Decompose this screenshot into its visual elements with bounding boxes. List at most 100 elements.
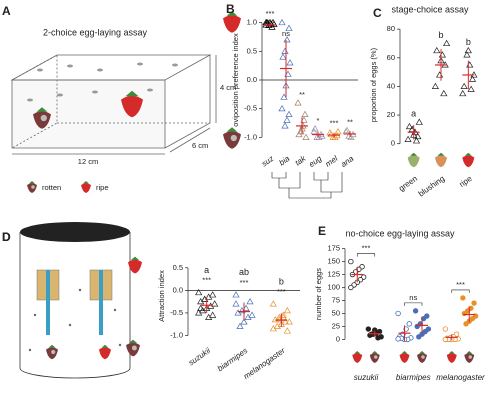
data-point bbox=[431, 82, 440, 89]
strawberry-leaf bbox=[419, 351, 425, 354]
data-point bbox=[295, 130, 303, 138]
panel-title: 2-choice egg-laying assay bbox=[43, 27, 148, 37]
y-tick-label: -1.0 bbox=[244, 132, 257, 141]
y-tick-label: 20 bbox=[387, 110, 395, 119]
strawberry-icon bbox=[399, 353, 410, 363]
data-point bbox=[285, 318, 293, 325]
significance: ** bbox=[347, 117, 353, 126]
data-point bbox=[463, 51, 471, 58]
strawberry-icon bbox=[435, 155, 447, 168]
strawberry-leaf bbox=[226, 11, 238, 16]
y-tick-label: 60 bbox=[387, 53, 395, 62]
data-point bbox=[395, 336, 401, 342]
data-point bbox=[442, 326, 449, 332]
data-point bbox=[278, 104, 286, 112]
data-point bbox=[234, 309, 242, 316]
strawberry-icon bbox=[223, 15, 241, 33]
data-point bbox=[195, 309, 203, 316]
significance: *** bbox=[362, 244, 371, 253]
data-point bbox=[442, 336, 449, 343]
data-point bbox=[279, 53, 287, 60]
data-point bbox=[433, 46, 441, 54]
y-tick-label: 100 bbox=[327, 282, 340, 291]
strawberry-leaf bbox=[226, 127, 238, 132]
strawberry-leaf bbox=[29, 181, 35, 184]
strawberry-icon bbox=[352, 353, 363, 363]
data-point bbox=[348, 284, 354, 291]
y-tick-label: 0 bbox=[336, 334, 340, 343]
significance: a bbox=[411, 109, 416, 119]
significance: ns bbox=[282, 29, 290, 38]
data-point bbox=[302, 133, 310, 140]
strawberry-leaf bbox=[410, 152, 418, 156]
data-point bbox=[318, 132, 326, 139]
significance: *** bbox=[330, 119, 339, 128]
legend-label: rotten bbox=[42, 183, 61, 192]
data-point bbox=[404, 135, 412, 142]
strawberry-leaf bbox=[464, 152, 472, 156]
y-tick-label: 0.5 bbox=[173, 263, 183, 272]
data-point bbox=[334, 127, 342, 135]
x-tick-label: suzukii bbox=[354, 373, 379, 382]
y-tick-label: 175 bbox=[327, 244, 340, 253]
data-point bbox=[244, 313, 252, 320]
data-point bbox=[269, 325, 277, 332]
data-point bbox=[246, 297, 254, 305]
data-point bbox=[301, 110, 309, 117]
significance: *** bbox=[456, 280, 465, 289]
x-tick-label: ana bbox=[339, 154, 356, 169]
data-point bbox=[211, 300, 219, 307]
significance: *** bbox=[240, 278, 249, 287]
data-point bbox=[365, 326, 372, 332]
data-point bbox=[347, 133, 355, 140]
chart-title: no-choice egg-laying assay bbox=[345, 228, 455, 238]
y-tick-label: 150 bbox=[327, 257, 340, 266]
data-point bbox=[205, 313, 213, 320]
group-letter: b bbox=[279, 276, 284, 286]
x-tick-label: biarmipes bbox=[216, 346, 250, 373]
y-tick-label: 40 bbox=[387, 81, 395, 90]
strawberry-leaf bbox=[371, 351, 378, 354]
data-point bbox=[197, 304, 205, 311]
y-tick-label: 0.0 bbox=[247, 75, 257, 84]
data-point bbox=[435, 71, 444, 78]
data-point bbox=[460, 82, 468, 89]
data-point bbox=[209, 311, 217, 318]
data-point bbox=[326, 129, 334, 136]
x-tick-label: blushing bbox=[417, 174, 447, 198]
mold bbox=[131, 345, 137, 351]
y-tick-label: 50 bbox=[332, 308, 340, 317]
strawberry-icon bbox=[128, 259, 142, 274]
significance: *** bbox=[277, 287, 286, 296]
data-point bbox=[464, 46, 472, 54]
strawberry-icon bbox=[121, 95, 143, 118]
data-point bbox=[416, 334, 422, 340]
data-point bbox=[463, 321, 469, 327]
data-point bbox=[471, 300, 477, 306]
data-point bbox=[405, 122, 414, 130]
x-tick-label: bia bbox=[277, 154, 291, 168]
y-axis-label: number of eggs bbox=[314, 268, 323, 320]
significance-bracket bbox=[451, 289, 470, 293]
group-letter: ab bbox=[239, 267, 249, 277]
mold bbox=[468, 355, 472, 359]
mold bbox=[40, 114, 47, 122]
x-tick-label: melanogaster bbox=[436, 373, 485, 382]
y-axis-label: proportion of eggs (%) bbox=[369, 47, 378, 122]
dimension-label: 4 cm bbox=[220, 83, 236, 92]
significance: ns bbox=[409, 293, 417, 302]
strawberry-icon bbox=[462, 155, 475, 168]
x-tick-label: ripe bbox=[458, 174, 475, 189]
strawberry-leaf bbox=[36, 107, 48, 112]
y-tick-label: 125 bbox=[327, 270, 340, 279]
mold bbox=[31, 185, 35, 189]
mold bbox=[421, 355, 425, 359]
data-point bbox=[466, 61, 474, 68]
data-point bbox=[442, 39, 451, 47]
data-point bbox=[415, 118, 423, 125]
panel-label: A bbox=[2, 4, 11, 18]
significance-bracket bbox=[404, 302, 423, 306]
x-tick-label: suzukii bbox=[187, 346, 212, 368]
data-point bbox=[438, 51, 447, 58]
